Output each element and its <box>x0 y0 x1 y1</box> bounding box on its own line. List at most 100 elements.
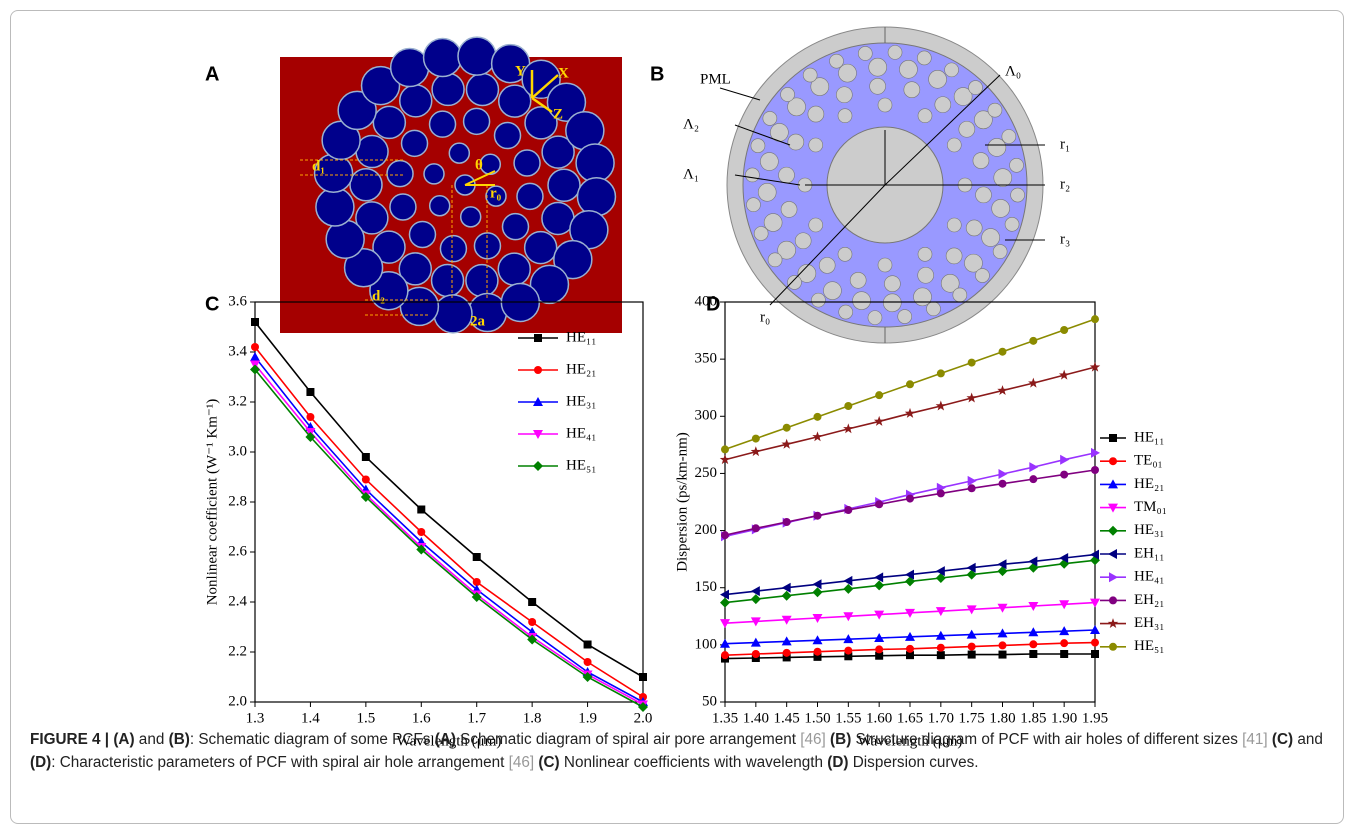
y-tick-label: 2.2 <box>228 643 247 659</box>
caption-segment: and <box>1293 731 1323 748</box>
legend-label: HE₅₁ <box>566 457 596 473</box>
air-hole <box>746 198 760 212</box>
air-hole <box>959 121 975 137</box>
marker <box>473 553 481 561</box>
air-hole <box>464 108 490 134</box>
air-hole <box>883 294 901 312</box>
marker <box>251 318 259 326</box>
annotation: r₃ <box>1060 231 1070 247</box>
air-hole <box>947 218 961 232</box>
air-hole <box>976 187 992 203</box>
air-hole <box>787 275 801 289</box>
x-tick-label: 1.85 <box>1020 710 1046 726</box>
air-hole <box>424 164 444 184</box>
marker <box>843 423 853 433</box>
air-hole <box>517 183 543 209</box>
air-hole <box>946 248 962 264</box>
air-hole <box>838 109 852 123</box>
marker <box>844 402 852 410</box>
marker <box>814 648 822 656</box>
air-hole <box>868 311 882 325</box>
air-hole <box>808 106 824 122</box>
air-hole <box>373 106 405 138</box>
air-hole <box>898 310 912 324</box>
air-hole <box>458 37 496 75</box>
x-tick-label: 1.6 <box>412 710 431 726</box>
x-tick-label: 1.75 <box>959 710 985 726</box>
marker <box>781 439 791 449</box>
marker <box>937 651 945 659</box>
x-tick-label: 1.90 <box>1051 710 1077 726</box>
air-hole <box>795 233 811 249</box>
legend-label: EH₂₁ <box>1134 592 1164 608</box>
marker <box>752 524 760 532</box>
marker <box>1091 466 1099 474</box>
y-tick-label: 2.8 <box>228 493 247 509</box>
air-hole <box>935 97 951 113</box>
x-tick-label: 1.35 <box>712 710 738 726</box>
air-hole <box>400 85 432 117</box>
y-tick-label: 300 <box>695 408 718 424</box>
marker <box>752 435 760 443</box>
air-hole <box>975 269 989 283</box>
marker <box>906 495 914 503</box>
air-hole <box>988 138 1006 156</box>
marker <box>968 651 976 659</box>
panel-letter: A <box>205 63 219 85</box>
caption-segment: Dispersion curves. <box>848 754 978 771</box>
air-hole <box>788 134 804 150</box>
air-hole <box>751 139 765 153</box>
air-hole <box>878 258 892 272</box>
legend-marker <box>1109 434 1117 442</box>
caption: FIGURE 4 | (A) and (B): Schematic diagra… <box>30 728 1330 774</box>
air-hole <box>781 87 795 101</box>
air-hole <box>387 161 413 187</box>
marker <box>874 416 884 426</box>
y-tick-label: 3.0 <box>228 443 247 459</box>
air-hole <box>904 82 920 98</box>
legend-label: HE₁₁ <box>1134 429 1164 445</box>
x-tick-label: 1.80 <box>989 710 1015 726</box>
x-tick-label: 1.8 <box>523 710 542 726</box>
marker <box>999 641 1007 649</box>
marker <box>875 391 883 399</box>
y-tick-label: 250 <box>695 465 718 481</box>
marker <box>844 506 852 514</box>
caption-segment: [46] <box>509 754 535 771</box>
air-hole <box>838 64 856 82</box>
marker <box>250 352 260 361</box>
legend-label: TE₀₁ <box>1134 453 1163 469</box>
annotation: r₀ <box>760 309 770 325</box>
legend-label: HE₃₁ <box>566 393 596 409</box>
marker <box>997 385 1007 395</box>
y-tick-label: 3.4 <box>228 343 247 359</box>
x-tick-label: 1.70 <box>928 710 954 726</box>
legend-label: HE₄₁ <box>566 425 596 441</box>
legend-marker <box>1109 643 1117 651</box>
y-tick-label: 2.0 <box>228 693 247 709</box>
y-tick-label: 400 <box>695 293 718 309</box>
air-hole <box>819 257 835 273</box>
marker <box>783 649 791 657</box>
air-hole <box>899 60 917 78</box>
air-hole <box>754 226 768 240</box>
marker <box>584 658 592 666</box>
legend-label: TM₀₁ <box>1134 499 1167 515</box>
air-hole <box>982 229 1000 247</box>
air-hole <box>992 199 1010 217</box>
air-hole <box>432 73 464 105</box>
annotation: PML <box>700 71 731 87</box>
air-hole <box>1002 130 1016 144</box>
legend-marker <box>534 366 542 374</box>
annotation: Λ₂ <box>683 116 699 132</box>
air-hole <box>1010 158 1024 172</box>
air-hole <box>953 288 967 302</box>
air-hole <box>850 272 866 288</box>
air-hole <box>918 247 932 261</box>
annotation: r₁ <box>1060 136 1070 152</box>
marker <box>1060 471 1068 479</box>
marker <box>1060 326 1068 334</box>
air-hole <box>823 282 841 300</box>
legend-label: HE₄₁ <box>1134 569 1164 585</box>
air-hole <box>390 194 416 220</box>
